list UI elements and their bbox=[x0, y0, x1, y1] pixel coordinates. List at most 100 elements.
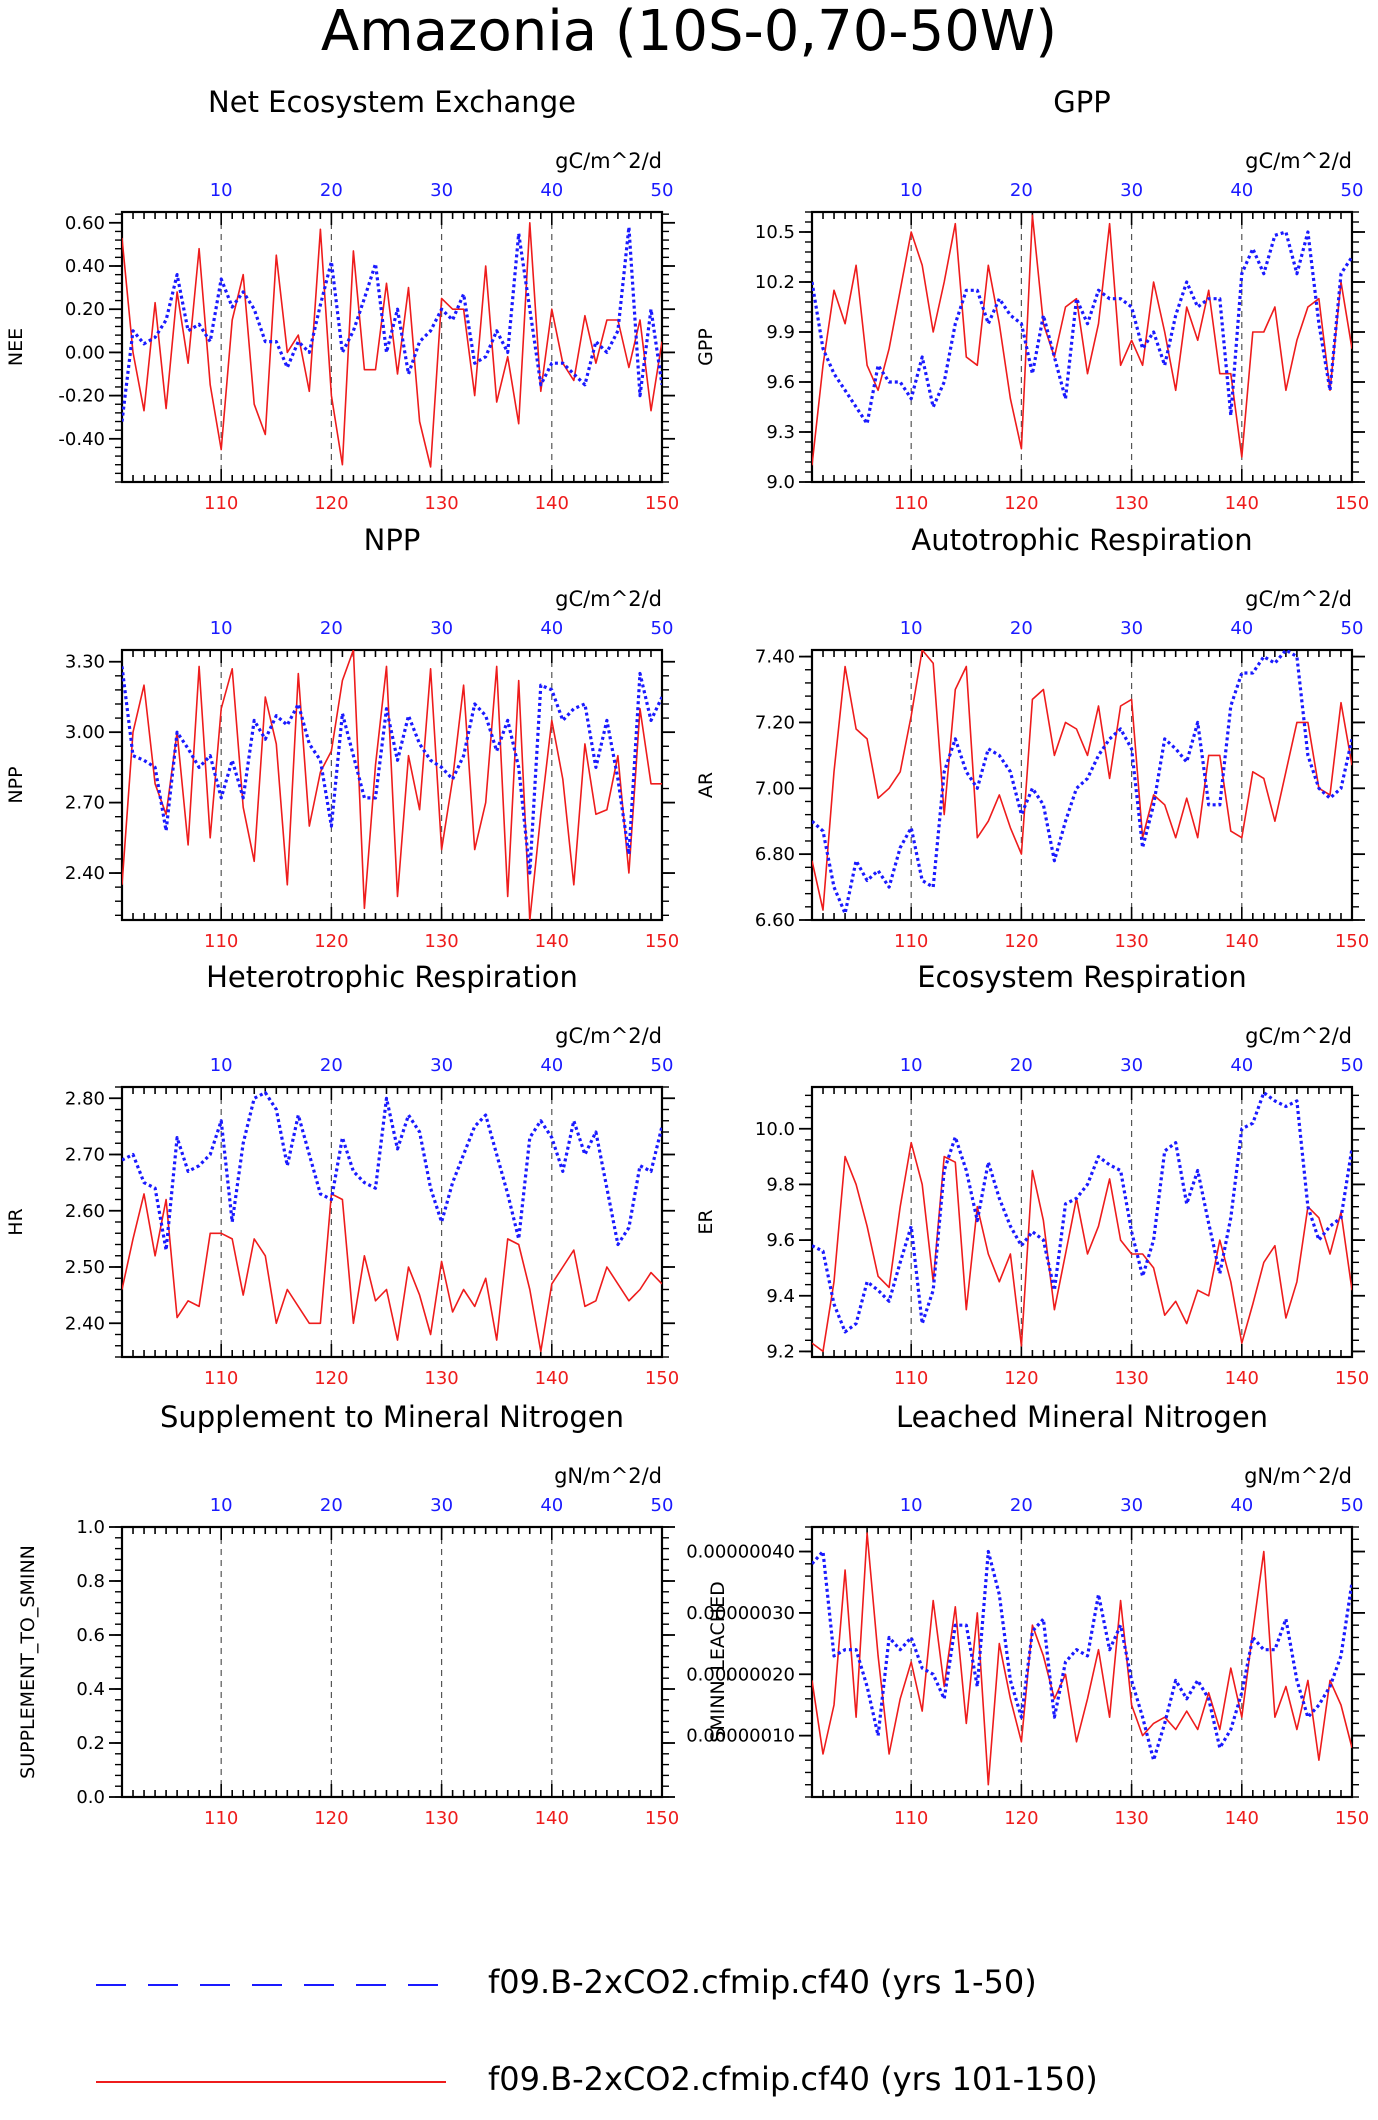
x-tick-label: 130 bbox=[424, 1368, 458, 1389]
y-tick-label: -0.20 bbox=[58, 386, 105, 407]
x-tick-label: 110 bbox=[204, 931, 238, 952]
x-tick-label: 120 bbox=[1004, 493, 1038, 514]
y-tick-label: 9.4 bbox=[766, 1286, 795, 1307]
panel-6: Ecosystem Respiration gC/m^2/d ER 110 120 130… bbox=[695, 960, 1369, 1389]
x-tick-label: 120 bbox=[1004, 931, 1038, 952]
panel-2: GPP gC/m^2/d GPP 110 120 130 140 150 10 20 30 40 50 9… bbox=[695, 85, 1369, 514]
x-tick-label: 130 bbox=[1114, 1368, 1148, 1389]
x-tick-label: 120 bbox=[314, 931, 348, 952]
y-tick-label: 6.80 bbox=[755, 844, 795, 865]
x-top-tick-label: 20 bbox=[1010, 1055, 1033, 1076]
series-line-yrs-1-50 bbox=[122, 225, 662, 422]
x-top-tick-label: 40 bbox=[1230, 618, 1253, 639]
x-tick-label: 150 bbox=[645, 1808, 679, 1829]
x-tick-label: 140 bbox=[535, 493, 569, 514]
legend-label: f09.B-2xCO2.cfmip.cf40 (yrs 101-150) bbox=[488, 2060, 1098, 2098]
panel-5: Heterotrophic Respiration gC/m^2/d HR 110 12… bbox=[5, 960, 679, 1389]
x-tick-label: 140 bbox=[1225, 493, 1259, 514]
x-top-tick-label: 50 bbox=[651, 1055, 674, 1076]
y-tick-label: 7.40 bbox=[755, 647, 795, 668]
x-top-tick-label: 40 bbox=[540, 1495, 563, 1516]
x-top-tick-label: 10 bbox=[210, 1495, 233, 1516]
legend-item-2: f09.B-2xCO2.cfmip.cf40 (yrs 101-150) bbox=[96, 2060, 1098, 2098]
series-line-yrs-101-150 bbox=[122, 650, 662, 920]
x-tick-label: 110 bbox=[204, 1808, 238, 1829]
x-tick-label: 140 bbox=[535, 1368, 569, 1389]
x-tick-label: 130 bbox=[1114, 1808, 1148, 1829]
plot-frame bbox=[120, 1525, 664, 1799]
y-tick-label: 0.8 bbox=[76, 1571, 105, 1592]
panel-title: GPP bbox=[1053, 85, 1110, 119]
units-label: gC/m^2/d bbox=[1245, 587, 1352, 611]
x-top-tick-label: 50 bbox=[1341, 618, 1364, 639]
panel-title: Supplement to Mineral Nitrogen bbox=[160, 1400, 624, 1434]
y-tick-label: 2.80 bbox=[65, 1088, 105, 1109]
y-tick-label: 2.70 bbox=[65, 793, 105, 814]
x-top-tick-label: 30 bbox=[1120, 180, 1143, 201]
y-tick-label: 9.6 bbox=[766, 1230, 795, 1251]
x-top-tick-label: 40 bbox=[540, 180, 563, 201]
legend: f09.B-2xCO2.cfmip.cf40 (yrs 1-50) f09.B-2… bbox=[96, 1963, 1098, 2098]
y-tick-label: 0.60 bbox=[65, 213, 105, 234]
y-tick-label: 3.00 bbox=[65, 722, 105, 743]
x-top-tick-label: 40 bbox=[1230, 1495, 1253, 1516]
units-label: gN/m^2/d bbox=[1244, 1464, 1352, 1488]
y-tick-label: 7.20 bbox=[755, 712, 795, 733]
series-group bbox=[812, 214, 1352, 466]
x-tick-label: 150 bbox=[1335, 931, 1369, 952]
x-top-tick-label: 20 bbox=[320, 180, 343, 201]
x-top-tick-label: 50 bbox=[651, 180, 674, 201]
y-tick-label: 10.5 bbox=[755, 222, 795, 243]
x-top-tick-label: 30 bbox=[1120, 618, 1143, 639]
y-tick-label: 2.70 bbox=[65, 1145, 105, 1166]
series-line-yrs-1-50 bbox=[122, 1090, 662, 1252]
panel-8: Leached Mineral Nitrogen gN/m^2/d SMINN_LE… bbox=[686, 1400, 1369, 1829]
x-top-tick-label: 10 bbox=[900, 180, 923, 201]
x-top-tick-label: 50 bbox=[651, 618, 674, 639]
legend-label: f09.B-2xCO2.cfmip.cf40 (yrs 1-50) bbox=[488, 1963, 1037, 2001]
x-top-tick-label: 30 bbox=[1120, 1055, 1143, 1076]
units-label: gN/m^2/d bbox=[554, 1464, 662, 1488]
y-tick-label: 9.3 bbox=[766, 422, 795, 443]
x-top-tick-label: 10 bbox=[210, 618, 233, 639]
series-line-yrs-1-50 bbox=[812, 1549, 1352, 1762]
x-tick-label: 150 bbox=[1335, 1808, 1369, 1829]
y-axis-label: GPP bbox=[695, 328, 717, 366]
y-tick-label: 0.00 bbox=[65, 342, 105, 363]
x-tick-label: 150 bbox=[1335, 1368, 1369, 1389]
x-top-tick-label: 30 bbox=[430, 180, 453, 201]
units-label: gC/m^2/d bbox=[1245, 149, 1352, 173]
x-top-tick-label: 30 bbox=[1120, 1495, 1143, 1516]
series-group bbox=[812, 1090, 1352, 1353]
x-top-tick-label: 10 bbox=[900, 1495, 923, 1516]
x-top-tick-label: 10 bbox=[900, 618, 923, 639]
panel-3: NPP gC/m^2/d NPP 110 120 130 140 150 10 20 30 40 50 2… bbox=[5, 523, 679, 952]
x-tick-label: 110 bbox=[894, 931, 928, 952]
series-line-yrs-101-150 bbox=[812, 1532, 1352, 1786]
y-tick-label: 3.30 bbox=[65, 652, 105, 673]
y-tick-label: 9.0 bbox=[766, 472, 795, 493]
x-top-tick-label: 30 bbox=[430, 1495, 453, 1516]
x-tick-label: 110 bbox=[204, 493, 238, 514]
x-top-tick-label: 40 bbox=[1230, 1055, 1253, 1076]
series-line-yrs-101-150 bbox=[122, 1193, 662, 1353]
series-line-yrs-1-50 bbox=[812, 1090, 1352, 1334]
x-tick-label: 140 bbox=[535, 931, 569, 952]
y-tick-label: 0.4 bbox=[76, 1679, 105, 1700]
x-top-tick-label: 20 bbox=[1010, 618, 1033, 639]
y-tick-label: 9.9 bbox=[766, 322, 795, 343]
x-top-tick-label: 20 bbox=[320, 618, 343, 639]
series-group bbox=[812, 650, 1352, 916]
x-top-tick-label: 30 bbox=[430, 1055, 453, 1076]
panel-4: Autotrophic Respiration gC/m^2/d AR 110 120 1… bbox=[695, 523, 1369, 952]
x-tick-label: 150 bbox=[645, 493, 679, 514]
y-axis-label: SMINN_LEACHED bbox=[707, 1581, 729, 1742]
x-tick-label: 140 bbox=[1225, 1368, 1259, 1389]
y-axis-label: AR bbox=[695, 772, 717, 798]
series-line-yrs-101-150 bbox=[122, 222, 662, 468]
series-line-yrs-1-50 bbox=[122, 666, 662, 875]
y-tick-label: 9.2 bbox=[766, 1341, 795, 1362]
panel-title: Net Ecosystem Exchange bbox=[208, 85, 576, 119]
y-tick-label: 0.00000010 bbox=[686, 1726, 795, 1747]
units-label: gC/m^2/d bbox=[1245, 1024, 1352, 1048]
